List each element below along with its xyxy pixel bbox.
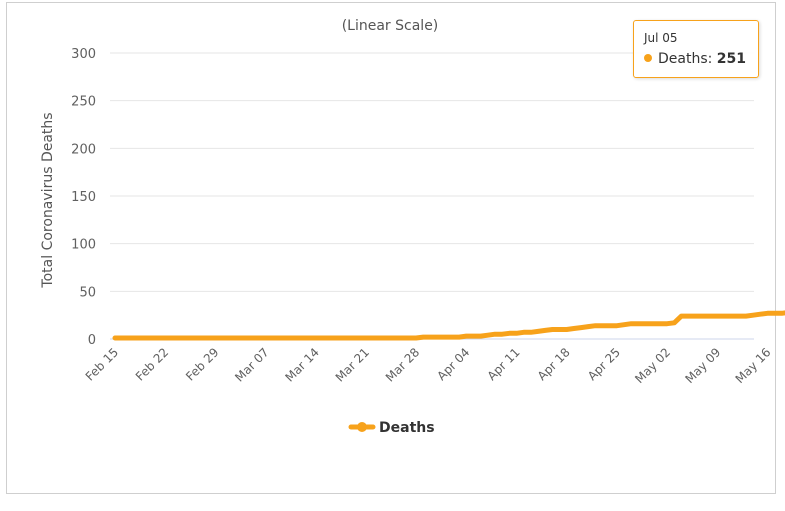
legend-label[interactable]: Deaths xyxy=(379,420,435,436)
x-tick-label: Mar 28 xyxy=(383,345,422,384)
x-tick-label: Apr 11 xyxy=(485,345,523,383)
x-tick-label: May 02 xyxy=(632,345,673,386)
x-tick-label: Feb 22 xyxy=(133,345,171,383)
x-tick-label: Apr 25 xyxy=(585,345,623,383)
y-tick-label: 50 xyxy=(79,285,96,300)
x-axis-ticks: Feb 15 Feb 22 Feb 29 Mar 07 Mar 14 Mar 21 Mar … xyxy=(83,345,785,386)
x-tick-label: Mar 07 xyxy=(232,345,271,384)
y-tick-label: 250 xyxy=(71,95,96,110)
x-tick-label: May 09 xyxy=(682,345,723,386)
tooltip-date: Jul 05 xyxy=(644,31,678,45)
chart-container xyxy=(6,2,776,494)
legend-marker-icon xyxy=(357,422,367,432)
x-tick-label: Apr 18 xyxy=(535,345,573,383)
series-group[interactable] xyxy=(112,88,785,341)
y-tick-label: 200 xyxy=(71,142,96,157)
tooltip-series-label: Deaths: xyxy=(658,51,717,67)
y-axis-label: Total Coronavirus Deaths xyxy=(40,112,56,288)
x-tick-label: Feb 29 xyxy=(183,345,221,383)
y-tick-label: 300 xyxy=(71,47,96,62)
y-tick-label: 150 xyxy=(71,190,96,205)
tooltip: Jul 05 Deaths: 251 xyxy=(633,20,759,78)
x-tick-label: Mar 14 xyxy=(282,345,321,384)
grid-lines xyxy=(110,52,754,340)
y-tick-label: 0 xyxy=(88,333,96,348)
tooltip-value-row: Deaths: 251 xyxy=(644,51,746,67)
y-tick-label: 100 xyxy=(71,238,96,253)
chart-subtitle: (Linear Scale) xyxy=(342,18,439,34)
tooltip-series-dot-icon xyxy=(644,54,652,62)
y-axis-ticks: 0 50 100 150 200 250 300 xyxy=(71,47,96,348)
x-tick-label: Mar 21 xyxy=(333,345,372,384)
legend[interactable]: Deaths xyxy=(348,420,435,436)
x-tick-label: Apr 04 xyxy=(434,345,472,383)
x-tick-label: Feb 15 xyxy=(83,345,121,383)
series-line-deaths[interactable] xyxy=(112,88,785,341)
tooltip-value: 251 xyxy=(716,51,747,67)
x-tick-label: May 16 xyxy=(733,345,774,386)
